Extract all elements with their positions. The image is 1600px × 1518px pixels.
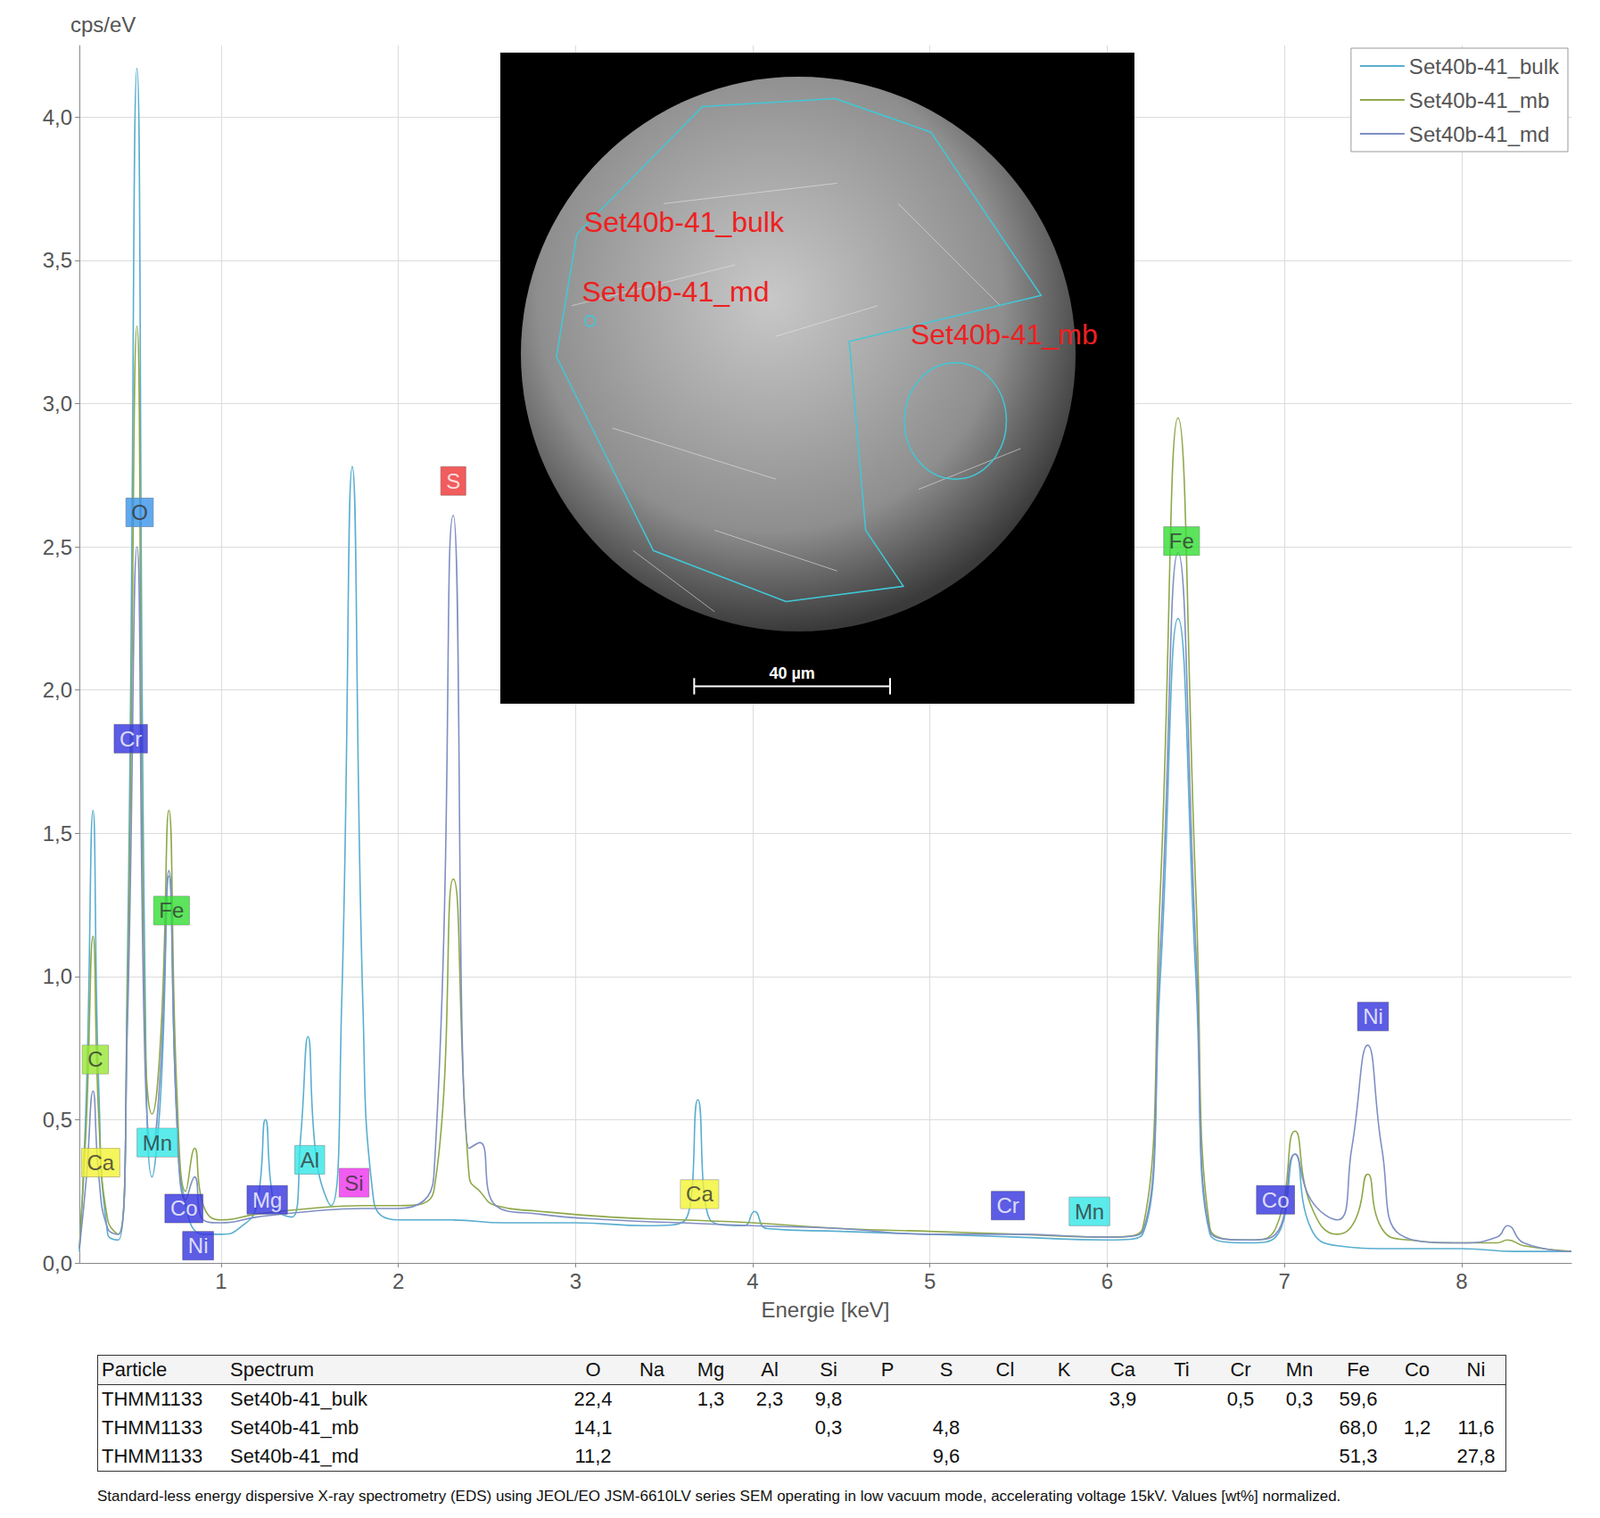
html-text:0,3: 0,3	[814, 1416, 843, 1439]
svg-text:Set40b-41_md: Set40b-41_md	[1409, 122, 1550, 147]
svg-text:Co: Co	[1261, 1187, 1290, 1213]
svg-text:0,5: 0,5	[42, 1107, 73, 1132]
svg-text:6: 6	[1101, 1269, 1114, 1294]
html-text:1,3: 1,3	[697, 1387, 725, 1411]
html-text:11,2: 11,2	[574, 1444, 612, 1468]
svg-text:3: 3	[569, 1269, 582, 1294]
svg-text:C: C	[87, 1047, 103, 1072]
svg-text:Mg: Mg	[252, 1187, 282, 1213]
svg-text:3,0: 3,0	[42, 391, 73, 416]
html-text:2,3: 2,3	[756, 1387, 784, 1411]
html-text:Na: Na	[639, 1358, 665, 1381]
svg-text:1: 1	[214, 1269, 227, 1294]
html-text:Si: Si	[819, 1358, 838, 1381]
svg-text:Fe: Fe	[158, 898, 184, 923]
html-text:THMM1133: THMM1133	[101, 1387, 203, 1411]
svg-text:Cr: Cr	[996, 1193, 1019, 1218]
svg-text:Set40b-41_bulk: Set40b-41_bulk	[1409, 54, 1560, 79]
html-text:P: P	[880, 1358, 894, 1381]
html-text:Set40b-41_mb: Set40b-41_mb	[230, 1416, 359, 1439]
svg-text:Set40b-41_bulk: Set40b-41_bulk	[584, 206, 785, 239]
svg-text:2: 2	[392, 1269, 405, 1294]
html-text:S: S	[939, 1358, 953, 1381]
svg-text:2,5: 2,5	[42, 535, 73, 560]
svg-text:Co: Co	[170, 1195, 198, 1221]
svg-text:Energie [keV]: Energie [keV]	[760, 1297, 890, 1322]
svg-text:Ca: Ca	[685, 1181, 714, 1206]
svg-text:1,0: 1,0	[42, 964, 73, 989]
html-text:27,8: 27,8	[1456, 1444, 1496, 1468]
svg-text:Set40b-41_mb: Set40b-41_mb	[910, 318, 1098, 351]
html-text:Set40b-41_md: Set40b-41_md	[230, 1444, 359, 1468]
svg-text:Mn: Mn	[142, 1130, 173, 1155]
html-text:Spectrum: Spectrum	[230, 1358, 315, 1381]
html-text:O: O	[585, 1358, 601, 1381]
html-text:Co: Co	[1404, 1358, 1430, 1381]
html-text:K: K	[1057, 1358, 1071, 1381]
svg-text:2,0: 2,0	[42, 677, 73, 702]
svg-text:Si: Si	[344, 1171, 363, 1196]
html-text:THMM1133: THMM1133	[101, 1416, 203, 1439]
html-text:22,4: 22,4	[574, 1387, 613, 1411]
html-text:Ca: Ca	[1110, 1358, 1136, 1381]
html-text:0,5: 0,5	[1226, 1387, 1255, 1411]
svg-text:S: S	[445, 469, 461, 494]
svg-text:5: 5	[923, 1269, 936, 1294]
html-text:9,8: 9,8	[814, 1387, 843, 1411]
svg-text:8: 8	[1455, 1269, 1468, 1294]
svg-text:Mn: Mn	[1074, 1199, 1105, 1224]
svg-text:Set40b-41_md: Set40b-41_md	[582, 275, 770, 308]
svg-text:O: O	[131, 500, 149, 525]
html-text:Cl: Cl	[995, 1358, 1015, 1381]
html-text:0,3: 0,3	[1285, 1387, 1314, 1411]
html-text:14,1: 14,1	[574, 1416, 613, 1439]
html-text:4,8: 4,8	[932, 1416, 960, 1439]
html-text:3,9: 3,9	[1109, 1387, 1137, 1411]
svg-text:Ni: Ni	[188, 1233, 209, 1258]
svg-text:Fe: Fe	[1169, 528, 1195, 553]
svg-text:40 µm: 40 µm	[768, 664, 815, 683]
html-text:68,0: 68,0	[1339, 1416, 1378, 1439]
svg-text:Set40b-41_mb: Set40b-41_mb	[1409, 88, 1550, 113]
html-text:9,6: 9,6	[932, 1444, 960, 1468]
svg-text:1,5: 1,5	[42, 821, 73, 846]
svg-text:4: 4	[746, 1269, 759, 1294]
svg-text:cps/eV: cps/eV	[70, 12, 136, 37]
svg-text:Al: Al	[300, 1147, 320, 1172]
html-text:THMM1133: THMM1133	[101, 1444, 203, 1468]
svg-text:4,0: 4,0	[42, 105, 73, 130]
html-text:1,2: 1,2	[1403, 1416, 1431, 1439]
svg-text:0,0: 0,0	[42, 1251, 73, 1276]
svg-text:7: 7	[1278, 1269, 1290, 1294]
svg-text:3,5: 3,5	[42, 247, 73, 273]
html-text:Mn: Mn	[1285, 1358, 1314, 1381]
html-text:Set40b-41_bulk: Set40b-41_bulk	[230, 1387, 368, 1411]
html-text:Particle: Particle	[101, 1358, 168, 1381]
html-text:59,6: 59,6	[1339, 1387, 1378, 1411]
html-text:Standard-less energy dispersiv: Standard-less energy dispersive X-ray sp…	[97, 1487, 1341, 1505]
svg-text:Ni: Ni	[1362, 1004, 1384, 1029]
html-text:Ni: Ni	[1466, 1358, 1486, 1381]
html-text:51,3: 51,3	[1339, 1444, 1378, 1468]
html-text:11,6: 11,6	[1457, 1416, 1495, 1439]
html-text:Mg: Mg	[697, 1358, 725, 1381]
html-text:Al: Al	[760, 1358, 779, 1381]
html-text:Fe: Fe	[1346, 1358, 1370, 1381]
html-text:Ti: Ti	[1173, 1358, 1190, 1381]
html-text:Cr: Cr	[1230, 1358, 1251, 1381]
svg-text:Ca: Ca	[86, 1150, 115, 1175]
svg-text:Cr: Cr	[119, 726, 142, 751]
